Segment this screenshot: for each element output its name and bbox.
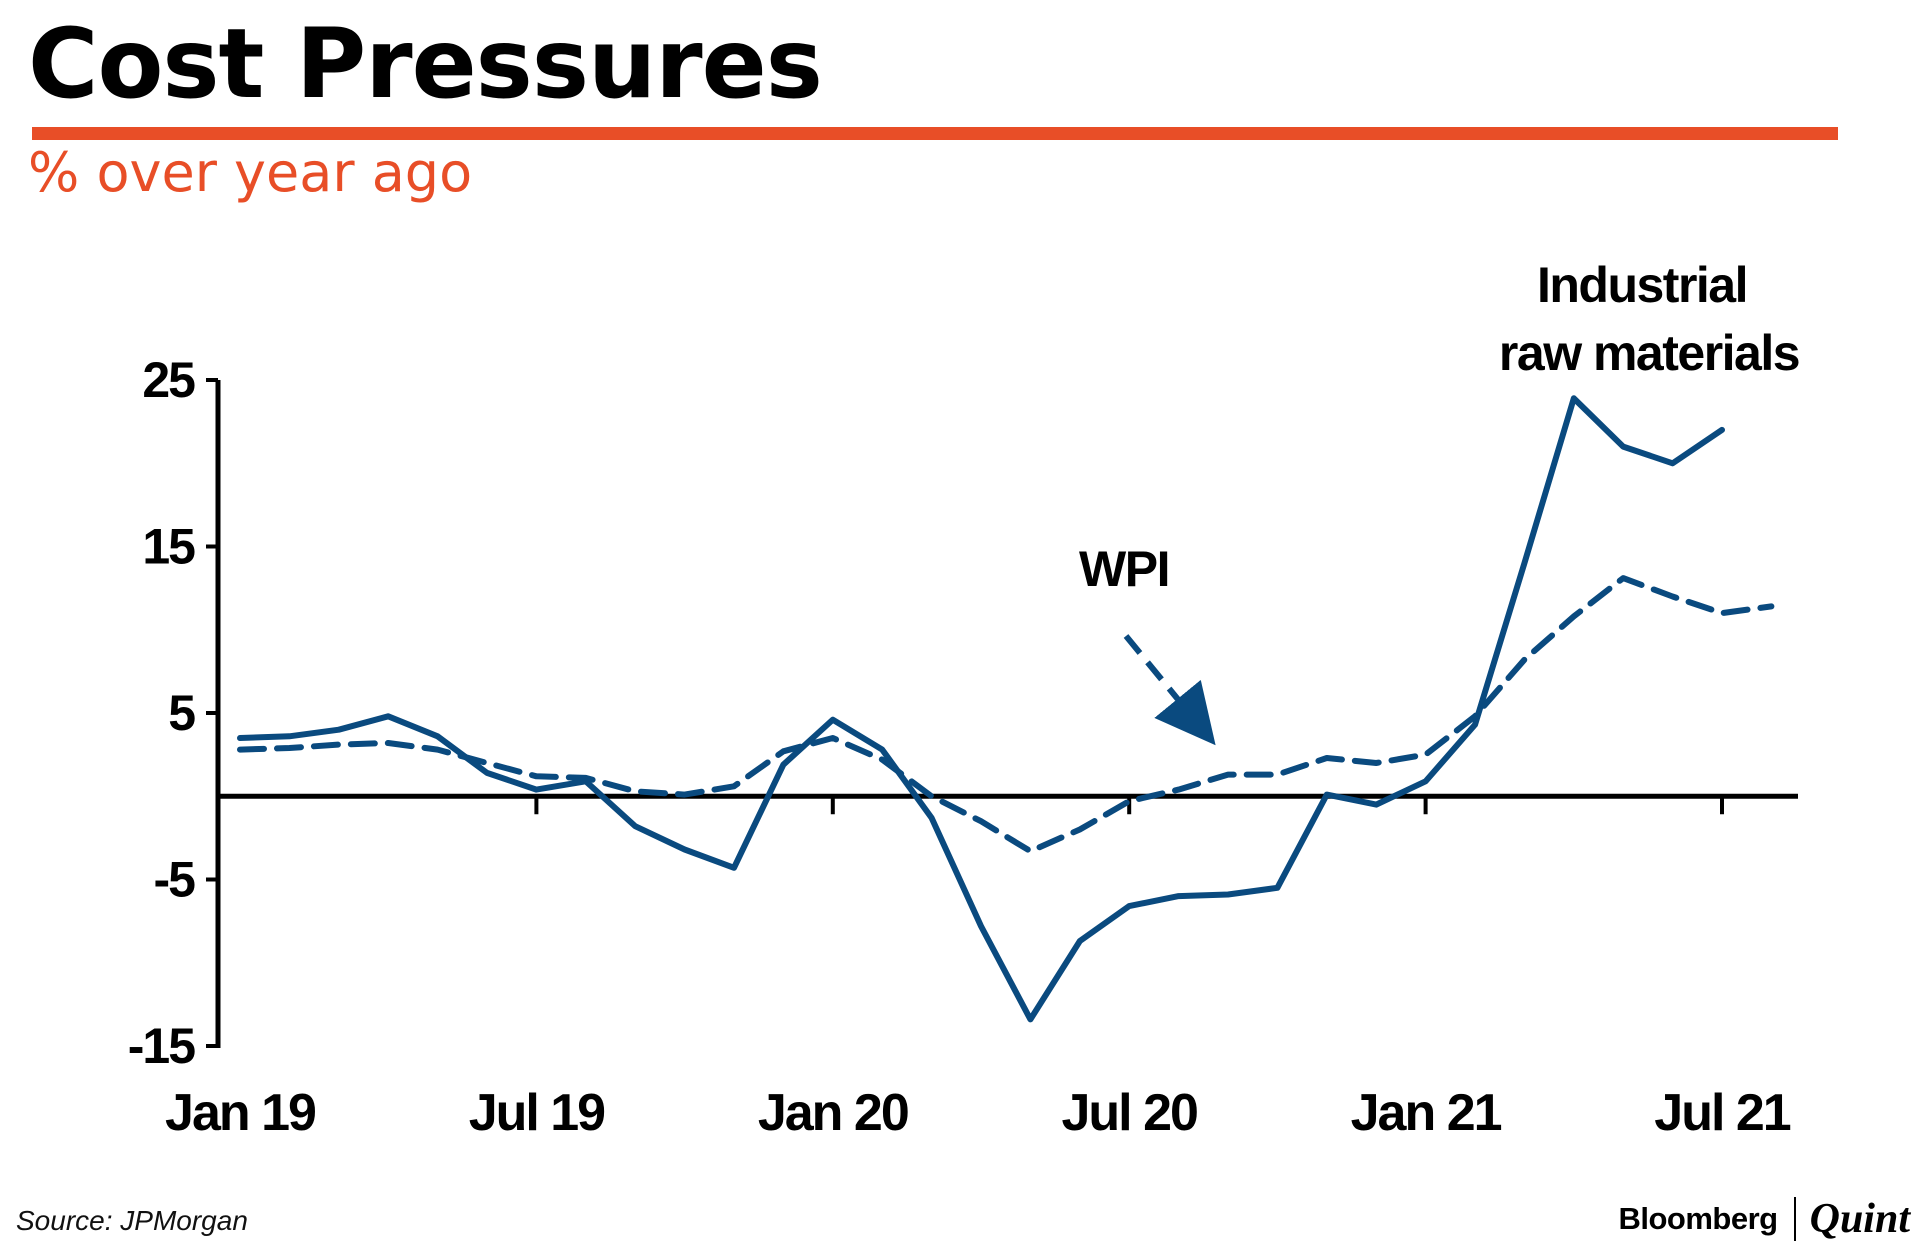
brand-bloomberg: Bloomberg: [1618, 1201, 1778, 1236]
y-tick-label: -15: [128, 1018, 195, 1074]
series-layer: [237, 395, 1775, 1023]
y-tick-label: 5: [168, 685, 195, 741]
x-tick-label: Jul 20: [1061, 1084, 1196, 1142]
y-tick-label: 25: [142, 352, 195, 408]
series-line-industrial-raw-materials: [237, 395, 1725, 1023]
chart-subtitle: % over year ago: [28, 141, 473, 204]
x-tick-label: Jan 19: [165, 1084, 315, 1142]
series-label-industrial: Industrial: [1537, 257, 1747, 313]
y-tick-label: -5: [154, 852, 196, 908]
x-tick-label: Jan 21: [1351, 1084, 1502, 1142]
chart-axes: [206, 378, 1798, 1048]
series-line-wpi: [237, 575, 1775, 855]
source-note: Source: JPMorgan: [16, 1205, 248, 1236]
y-tick-label: 15: [142, 519, 195, 575]
brand-divider: [1793, 1197, 1796, 1241]
brand-quint: Quint: [1809, 1196, 1910, 1242]
brand-logo: Bloomberg Quint: [1618, 1195, 1910, 1243]
x-tick-label: Jan 20: [758, 1084, 908, 1142]
series-label-raw-materials: raw materials: [1499, 325, 1799, 381]
wpi-annotation-label: WPI: [1079, 541, 1169, 597]
x-tick-label: Jul 21: [1654, 1084, 1790, 1142]
x-tick-label: Jul 19: [469, 1084, 604, 1142]
chart-title: Cost Pressures: [28, 8, 823, 120]
wpi-annotation-arrow: [1123, 634, 1216, 746]
chart-labels: 25 15 5 -5 -15 Jan 19 Jul 19 Jan 20 Jul 20 Jan 21…: [128, 257, 1801, 1142]
title-underline: [32, 127, 1838, 140]
